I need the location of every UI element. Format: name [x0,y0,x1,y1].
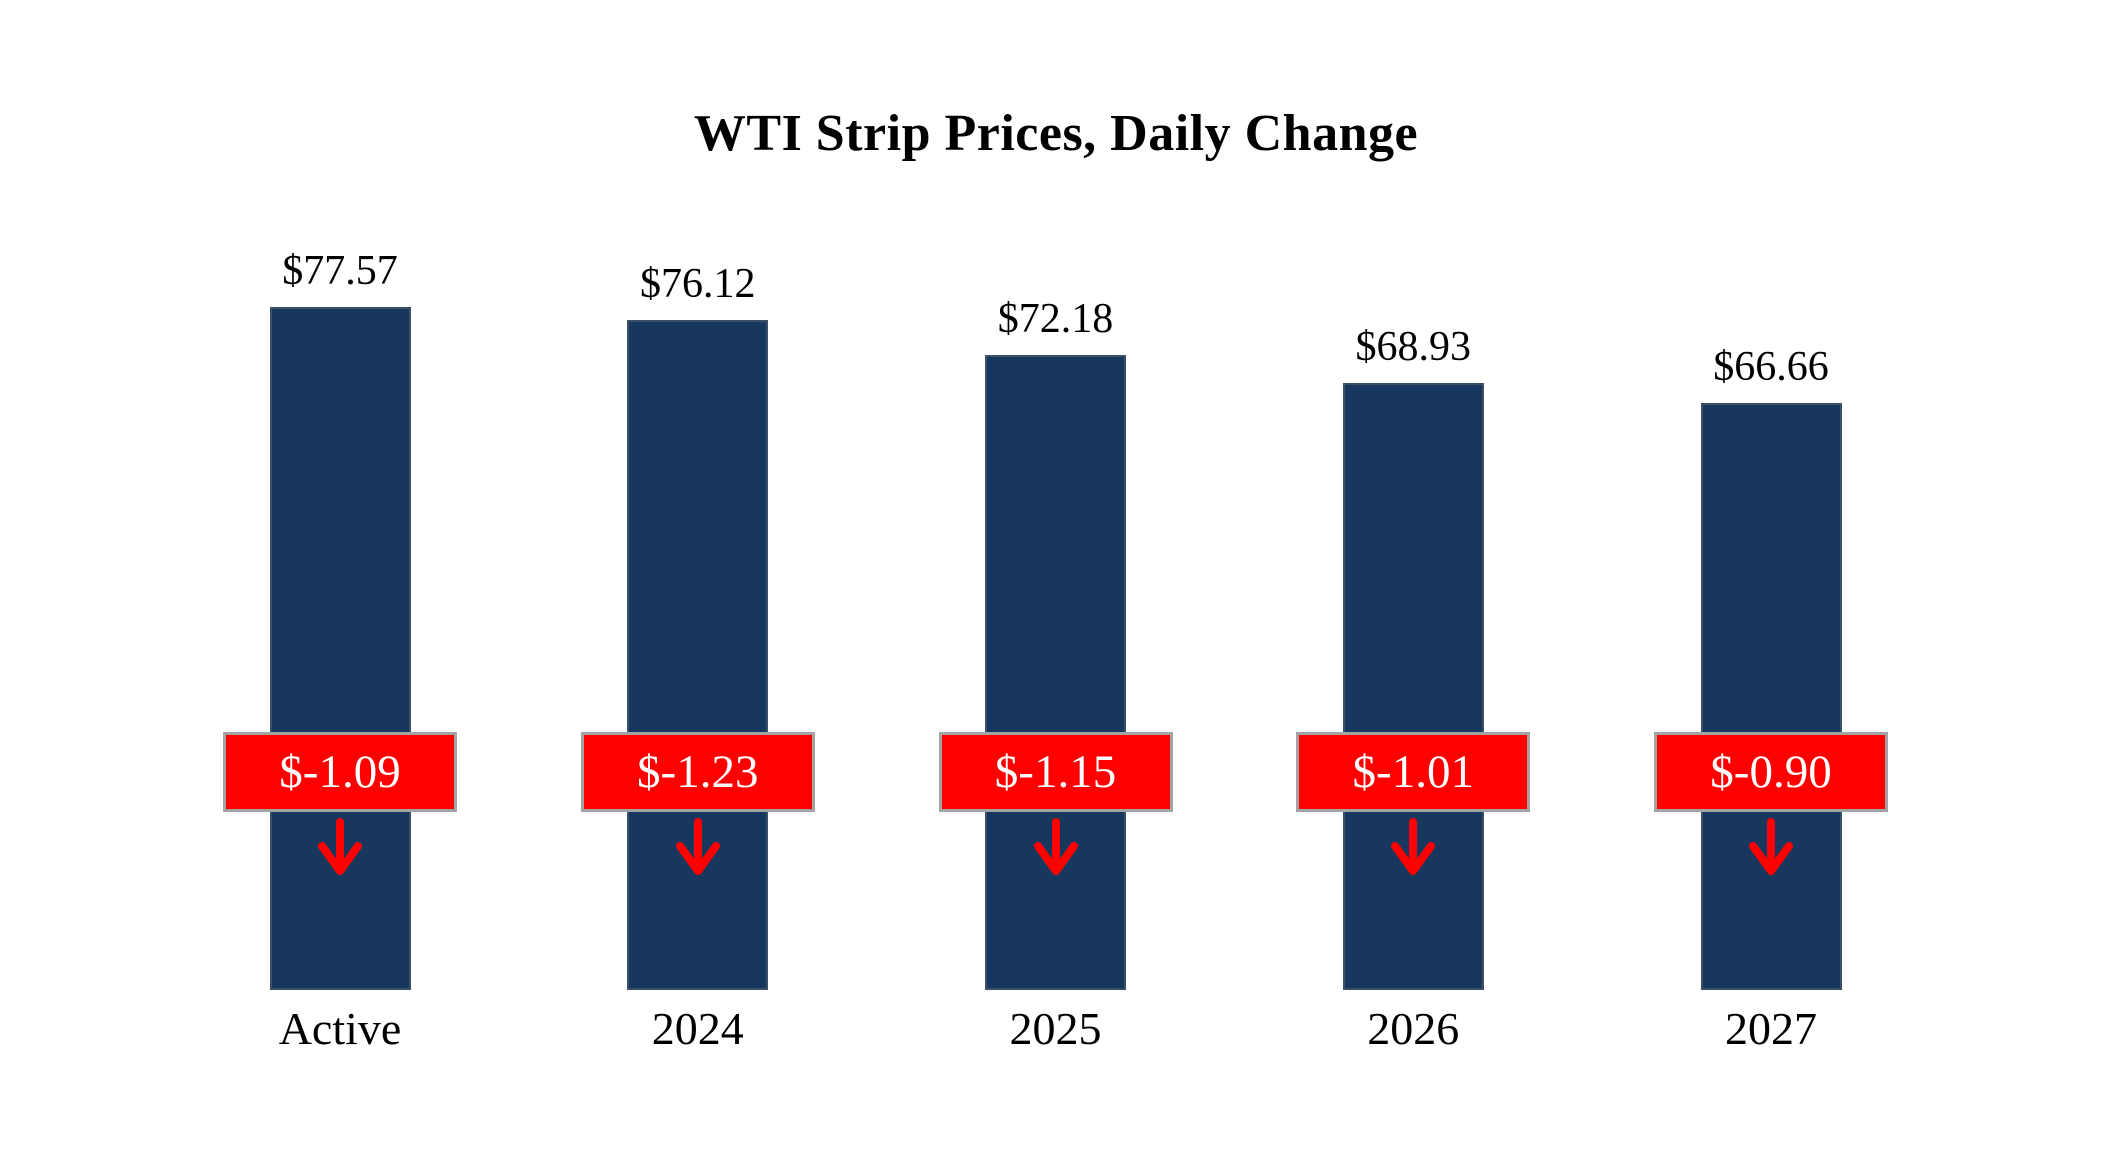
bar-value-label: $72.18 [997,296,1114,342]
bar [1700,403,1842,990]
bar [985,355,1126,990]
down-arrow-icon [1033,818,1078,875]
bar-value-label: $76.12 [640,261,756,307]
down-arrow-icon [1391,818,1436,875]
category-label: 2024 [651,1003,744,1054]
change-badge: $-0.90 [1654,732,1888,812]
category-label: Active [278,1003,402,1054]
down-arrow-icon [675,818,720,875]
down-arrow-icon [1749,818,1793,875]
category-label: 2026 [1367,1003,1460,1054]
bar [1342,383,1484,990]
change-badge: $-1.09 [223,732,457,812]
bar-value-label: $66.66 [1713,344,1829,390]
change-badge: $-1.23 [580,732,815,812]
chart-title: WTI Strip Prices, Daily Change [693,105,1419,162]
change-badge: $-1.01 [1296,732,1531,812]
category-label: 2025 [1009,1003,1102,1054]
down-arrow-icon [318,818,362,875]
bar-value-label: $77.57 [282,248,398,294]
category-label: 2027 [1725,1003,1817,1054]
change-badge: $-1.15 [938,732,1173,812]
bar [627,320,769,990]
bar-value-label: $68.93 [1355,324,1472,370]
bar [269,307,411,990]
